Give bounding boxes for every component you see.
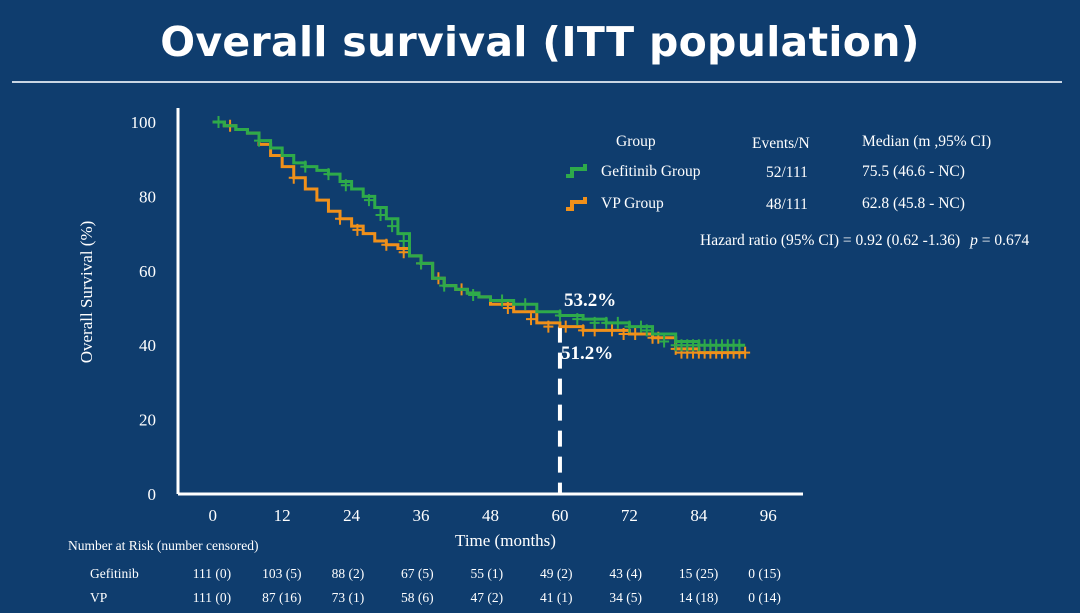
x-tick-label: 48 [482,506,499,525]
censor-mark [740,346,751,359]
risk-cell: 67 (5) [401,566,434,581]
legend-events-header: Events/N [752,135,810,152]
legend-vp-events: 48/111 [766,196,808,213]
risk-cell: 73 (1) [331,590,365,605]
risk-cell: 0 (14) [748,590,781,605]
x-tick-label: 60 [551,506,568,525]
x-tick-label: 0 [208,506,217,525]
legend-vp-label: VP Group [601,195,664,212]
p-label: p [969,232,978,249]
censor-mark [630,328,641,341]
censor-mark [659,335,670,348]
censor-mark [340,179,351,192]
legend-group-header: Group [616,133,656,150]
y-tick-label: 20 [139,411,156,430]
censor-mark [398,235,409,248]
risk-row-label: Gefitinib [90,566,139,581]
censor-mark [363,194,374,207]
slide-title: Overall survival (ITT population) [160,18,920,66]
risk-cell: 41 (1) [539,590,573,605]
x-tick-label: 96 [760,506,777,525]
censor-mark [497,294,508,307]
risk-cell: 88 (2) [331,566,365,581]
censor-mark [618,328,629,341]
y-tick-label: 0 [148,485,157,504]
censor-mark [254,134,265,147]
risk-cell: 43 (4) [609,566,642,581]
x-tick-label: 24 [343,506,361,525]
legend-gefitinib-label: Gefitinib Group [601,163,701,180]
censor-mark [589,316,600,329]
plot-area: 0 20 40 60 80 100 0 12 24 36 48 60 72 84 96 Time (month… [77,108,803,550]
censor-mark [572,313,583,326]
risk-cell: 87 (16) [262,590,302,605]
censor-mark [554,309,565,322]
x-axis-title: Time (months) [455,531,556,550]
risk-cell: 0 (15) [748,566,781,581]
risk-cell: 103 (5) [262,566,302,581]
title-divider [12,81,1062,83]
risk-row-label: VP [90,590,108,605]
legend-median-header: Median (m ,95% CI) [862,133,991,150]
censor-mark [398,246,409,259]
risk-cell: 58 (6) [401,590,434,605]
censor-mark [560,320,571,333]
censor-mark [601,316,612,329]
annotation-gefitinib-60mo: 53.2% [564,290,616,311]
censor-mark [323,168,334,181]
risk-cell: 49 (2) [539,566,573,581]
legend-vp-median: 62.8 (45.8 - NC) [862,195,965,212]
risk-table-title: Number at Risk (number censored) [68,538,259,553]
p-value: = 0.674 [978,232,1030,249]
risk-cell: 14 (18) [678,590,719,605]
censor-mark [439,279,450,292]
y-tick-label: 60 [139,262,156,281]
legend-gefitinib-median: 75.5 (46.6 - NC) [862,163,965,180]
risk-cell: 34 (5) [609,590,642,605]
censor-mark [612,316,623,329]
censor-mark [375,209,386,221]
censor-mark [526,313,537,326]
risk-cell: 111 (0) [192,566,232,581]
x-tick-label: 72 [621,506,638,525]
x-tick-label: 36 [413,506,430,525]
censor-mark [734,339,745,352]
censor-mark [641,324,652,337]
censor-mark [300,160,311,173]
y-tick-label: 100 [131,113,157,132]
censor-mark [624,320,635,333]
y-tick-label: 40 [139,336,156,355]
censor-mark [607,324,618,337]
risk-cell: 47 (2) [470,590,504,605]
risk-cell: 55 (1) [470,566,504,581]
legend-gefitinib-events: 52/111 [766,164,808,181]
legend-gefitinib-swatch [566,164,587,178]
censor-mark [335,212,346,225]
censor-mark [468,288,479,301]
hazard-ratio-line: Hazard ratio (95% CI) = 0.92 (0.62 -1.36… [700,232,1029,249]
legend: Group Events/N Median (m ,95% CI) Gefiti… [566,133,1029,249]
risk-cell: 15 (25) [678,566,719,581]
censor-mark [416,257,427,270]
y-axis-title: Overall Survival (%) [77,221,96,364]
censor-mark [352,223,363,236]
censor-mark [520,298,531,311]
censor-mark [387,220,398,233]
censor-mark [635,320,646,333]
censor-mark [543,320,554,333]
x-tick-label: 84 [690,506,708,525]
risk-cell: 111 (0) [192,590,232,605]
x-tick-label: 12 [274,506,291,525]
censor-mark [578,324,589,337]
hazard-ratio-text: Hazard ratio (95% CI) = 0.92 (0.62 -1.36… [700,232,960,249]
y-tick-label: 80 [139,187,156,206]
censor-mark [381,238,392,251]
annotation-vp-60mo: 51.2% [561,343,613,364]
censor-mark [288,171,299,184]
series-line-gefitinib [212,120,746,347]
censor-mark [502,302,513,314]
legend-vp-swatch [566,197,587,211]
censor-mark [213,116,224,128]
